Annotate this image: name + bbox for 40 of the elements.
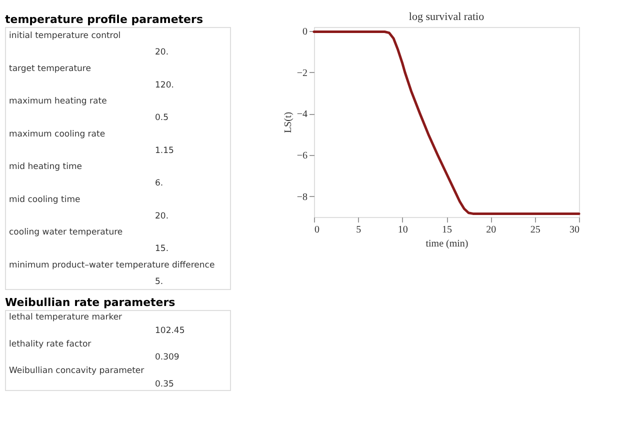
y-tick-label: −4 — [296, 109, 308, 120]
y-axis-title: LS(t) — [282, 112, 294, 134]
text: 0.309 — [155, 352, 180, 363]
text: 20. — [155, 48, 169, 58]
text: 5. — [155, 276, 164, 287]
text: 102.45 — [155, 326, 185, 336]
x-tick-label: 15 — [442, 224, 452, 236]
text: 20. — [155, 211, 169, 222]
x-tick-label: 0 — [314, 224, 320, 236]
x-tick-label: 30 — [570, 224, 580, 236]
text: initial temperature control — [9, 31, 121, 42]
text: 6. — [155, 178, 164, 189]
line-series — [312, 30, 580, 215]
text: 15. — [155, 244, 169, 254]
text: 0.35 — [155, 379, 174, 390]
x-axis-title: time (min) — [426, 238, 468, 250]
y-tick-label: −2 — [296, 68, 308, 79]
text: Weibullian rate parameters — [5, 296, 176, 309]
text: maximum cooling rate — [9, 129, 106, 140]
y-tick-label: 0 — [302, 26, 308, 38]
text: maximum heating rate — [9, 96, 107, 107]
text: minimum product–water temperature difference — [9, 260, 215, 270]
y-tick-label: −6 — [296, 150, 308, 162]
text: 120. — [155, 80, 174, 90]
text: 1.15 — [155, 146, 174, 156]
text: lethality rate factor — [9, 339, 92, 350]
text: cooling water temperature — [9, 228, 123, 238]
text: 0.5 — [155, 113, 169, 124]
text: mid heating time — [9, 162, 82, 172]
text: temperature profile parameters — [5, 13, 204, 26]
chart-title: log survival ratio — [408, 11, 485, 24]
x-tick-label: 10 — [398, 224, 408, 236]
text: mid cooling time — [9, 194, 80, 205]
x-tick-label: 25 — [530, 224, 540, 236]
text: Weibullian concavity parameter — [9, 366, 145, 376]
text: target temperature — [9, 64, 91, 74]
text: lethal temperature marker — [9, 312, 123, 323]
x-tick-label: 5 — [356, 224, 362, 236]
x-tick-label: 20 — [486, 224, 496, 236]
y-tick-label: −8 — [296, 192, 308, 203]
